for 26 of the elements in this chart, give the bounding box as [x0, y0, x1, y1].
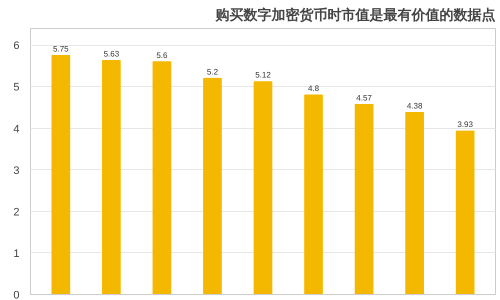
bar: [152, 61, 172, 294]
y-tick-label: 0: [13, 290, 20, 300]
data-label: 4.8: [308, 84, 320, 93]
bar: [354, 104, 374, 294]
bar: [405, 112, 424, 294]
bar: [456, 130, 475, 294]
y-tick-label: 5: [13, 82, 20, 94]
chart-title: 购买数字加密货币时市值是最有价值的数据点: [214, 6, 496, 24]
bar: [51, 55, 70, 294]
bar: [102, 60, 121, 294]
data-label: 5.12: [255, 70, 272, 80]
data-label: 5.2: [206, 67, 219, 76]
data-label: 5.6: [156, 50, 168, 60]
bar: [254, 81, 272, 294]
y-tick-label: 1: [13, 248, 20, 260]
y-tick-label: 3: [13, 164, 20, 177]
bar: [304, 94, 323, 294]
y-tick-label: 4: [13, 123, 20, 136]
data-label: 5.75: [53, 44, 70, 54]
y-tick-label: 2: [13, 206, 20, 218]
data-label: 4.38: [406, 101, 423, 110]
data-label: 3.93: [457, 120, 474, 130]
data-label: 4.57: [356, 94, 372, 103]
y-tick-label: 6: [13, 40, 20, 52]
data-label: 5.63: [104, 50, 120, 59]
bar: [203, 78, 222, 294]
